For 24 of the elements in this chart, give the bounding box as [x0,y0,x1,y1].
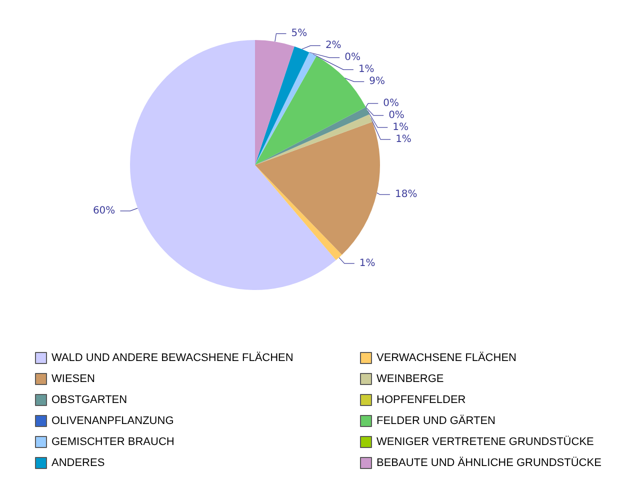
legend-label: OBSTGARTEN [52,394,128,406]
data-label: 5% [291,28,308,40]
text: 0% [388,110,404,121]
data-label: 1% [396,134,412,145]
legend-label: WALD UND ANDERE BEWACSHENE FLÄCHEN [52,351,294,364]
legend-label: ANDERES [52,457,105,469]
legend-label: BEBAUTE UND ÄHNLICHE GRUNDSTÜCKE [376,456,602,469]
legend-label: VERWACHSENE FLÄCHEN [376,351,517,364]
data-label: 9% [369,76,386,88]
legend-label: FELDER UND GÄRTEN [376,414,496,427]
legend-label: WIESEN [52,373,95,385]
legend-label: WENIGER VERTRETENE GRUNDSTÜCKE [376,435,594,448]
legend-label: WEINBERGE [376,373,444,385]
legend-label: HOPFENFELDER [376,394,466,406]
data-label: 1% [359,258,376,269]
legend-label: GEMISCHTER BRAUCH [52,436,174,448]
legend-label: OLIVENANPFLANZUNG [52,415,174,427]
data-label: 1% [392,122,409,133]
text: 0% [344,52,360,64]
data-label: 1% [358,64,374,76]
data-label: 18% [394,189,418,200]
data-label: 2% [325,40,342,52]
text: 0% [383,98,400,109]
data-label: 60% [92,205,116,216]
